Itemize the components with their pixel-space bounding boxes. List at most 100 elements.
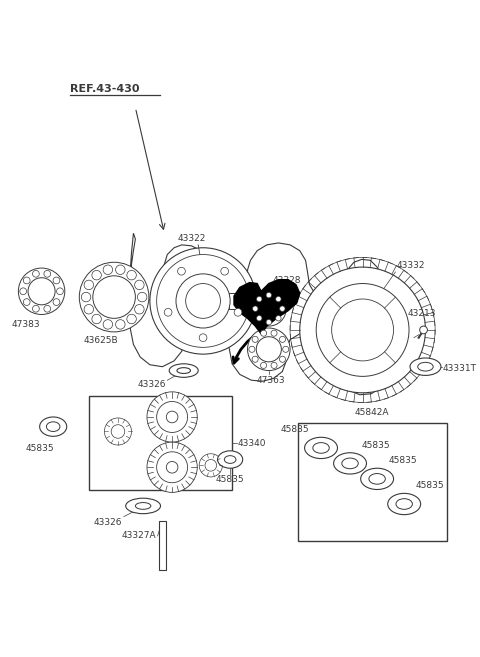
Text: 43326: 43326 bbox=[93, 518, 122, 526]
Circle shape bbox=[53, 277, 60, 284]
Circle shape bbox=[279, 356, 286, 362]
Circle shape bbox=[290, 258, 435, 403]
Bar bbox=[268, 295, 279, 307]
Circle shape bbox=[103, 320, 113, 329]
Ellipse shape bbox=[342, 458, 358, 468]
Ellipse shape bbox=[47, 422, 60, 432]
Circle shape bbox=[116, 320, 125, 329]
Circle shape bbox=[127, 314, 136, 324]
Circle shape bbox=[57, 288, 63, 294]
Bar bbox=[158, 522, 166, 570]
Ellipse shape bbox=[224, 456, 236, 463]
Ellipse shape bbox=[135, 503, 151, 509]
Circle shape bbox=[105, 418, 132, 445]
Text: 43326: 43326 bbox=[138, 380, 166, 389]
Circle shape bbox=[221, 267, 228, 275]
Ellipse shape bbox=[177, 368, 191, 373]
Circle shape bbox=[276, 296, 281, 302]
Text: 45835: 45835 bbox=[361, 441, 390, 450]
Ellipse shape bbox=[369, 474, 385, 484]
Circle shape bbox=[156, 254, 250, 348]
Circle shape bbox=[252, 306, 258, 311]
Circle shape bbox=[44, 306, 51, 312]
Circle shape bbox=[256, 337, 281, 362]
Circle shape bbox=[249, 346, 255, 352]
Circle shape bbox=[20, 288, 26, 294]
Circle shape bbox=[111, 424, 125, 438]
Ellipse shape bbox=[305, 438, 337, 459]
Circle shape bbox=[164, 308, 172, 316]
Circle shape bbox=[134, 280, 144, 290]
Circle shape bbox=[103, 265, 113, 275]
Circle shape bbox=[92, 314, 101, 324]
Text: 43340: 43340 bbox=[238, 439, 266, 447]
Bar bbox=[298, 422, 447, 541]
Circle shape bbox=[252, 356, 258, 362]
Circle shape bbox=[234, 308, 242, 316]
Text: 45842A: 45842A bbox=[355, 408, 390, 417]
Circle shape bbox=[24, 299, 30, 306]
Circle shape bbox=[261, 330, 266, 336]
Circle shape bbox=[18, 268, 65, 315]
Circle shape bbox=[28, 278, 55, 305]
Circle shape bbox=[178, 267, 185, 275]
Circle shape bbox=[24, 277, 30, 284]
Text: 43332: 43332 bbox=[396, 261, 425, 270]
Text: 43328: 43328 bbox=[273, 277, 301, 286]
Circle shape bbox=[166, 461, 178, 473]
Circle shape bbox=[300, 267, 425, 393]
Circle shape bbox=[156, 452, 188, 483]
Text: 45835: 45835 bbox=[416, 482, 444, 491]
Text: 45835: 45835 bbox=[389, 457, 417, 465]
Ellipse shape bbox=[126, 498, 160, 514]
Ellipse shape bbox=[410, 358, 441, 375]
Text: 43213: 43213 bbox=[408, 309, 436, 319]
Text: 45835: 45835 bbox=[216, 475, 244, 484]
Ellipse shape bbox=[360, 468, 394, 489]
Text: REF.43-430: REF.43-430 bbox=[70, 84, 139, 95]
Circle shape bbox=[79, 262, 149, 332]
Circle shape bbox=[33, 271, 39, 277]
Circle shape bbox=[283, 346, 289, 352]
Circle shape bbox=[166, 411, 178, 422]
Circle shape bbox=[420, 326, 427, 334]
Circle shape bbox=[252, 291, 286, 326]
Circle shape bbox=[81, 292, 91, 302]
Text: 43625B: 43625B bbox=[83, 336, 118, 345]
Circle shape bbox=[332, 299, 394, 361]
Circle shape bbox=[53, 299, 60, 306]
Ellipse shape bbox=[418, 363, 433, 371]
Circle shape bbox=[316, 284, 409, 376]
Text: 43322: 43322 bbox=[177, 234, 205, 243]
Ellipse shape bbox=[396, 499, 412, 509]
Circle shape bbox=[271, 330, 277, 336]
Circle shape bbox=[134, 304, 144, 314]
Circle shape bbox=[280, 306, 285, 311]
Ellipse shape bbox=[388, 493, 420, 514]
Circle shape bbox=[261, 363, 266, 369]
Text: 45835: 45835 bbox=[281, 425, 310, 434]
Circle shape bbox=[44, 271, 51, 277]
Bar bbox=[229, 293, 268, 309]
Circle shape bbox=[205, 459, 216, 471]
Circle shape bbox=[84, 280, 94, 290]
Circle shape bbox=[176, 274, 230, 328]
Circle shape bbox=[93, 276, 135, 319]
Bar bbox=[89, 396, 232, 491]
Circle shape bbox=[248, 328, 290, 371]
Text: 47363: 47363 bbox=[256, 376, 285, 386]
Text: 47383: 47383 bbox=[12, 320, 40, 329]
Ellipse shape bbox=[334, 453, 366, 474]
Text: 43327A: 43327A bbox=[122, 531, 156, 540]
Ellipse shape bbox=[217, 451, 243, 468]
Circle shape bbox=[147, 392, 197, 442]
Circle shape bbox=[271, 363, 277, 369]
Circle shape bbox=[156, 401, 188, 432]
Ellipse shape bbox=[40, 417, 67, 436]
Text: 43331T: 43331T bbox=[443, 364, 477, 373]
Circle shape bbox=[279, 336, 286, 342]
Circle shape bbox=[199, 454, 222, 477]
Polygon shape bbox=[234, 280, 300, 334]
Circle shape bbox=[127, 271, 136, 280]
Circle shape bbox=[137, 292, 147, 302]
